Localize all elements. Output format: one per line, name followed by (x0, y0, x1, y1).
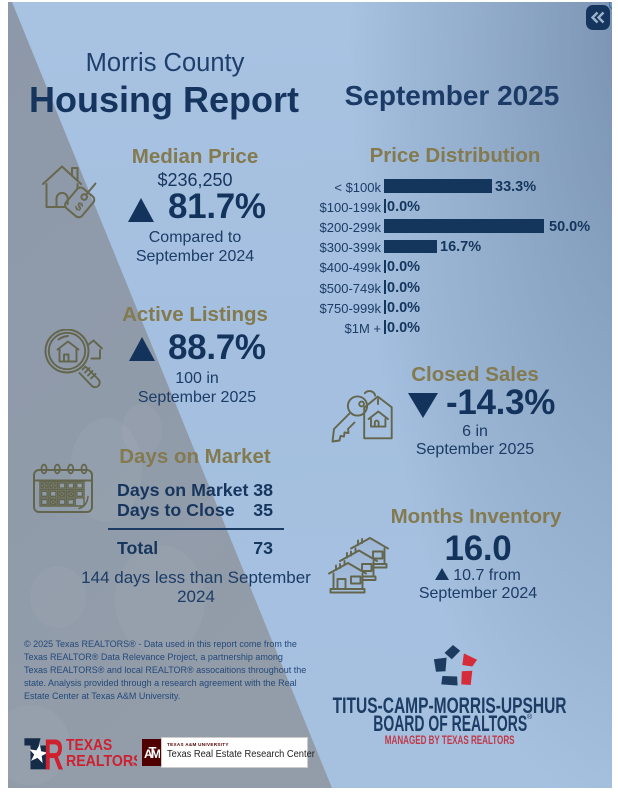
svg-text:M: M (151, 747, 160, 761)
svg-text:T: T (149, 744, 157, 759)
svg-text:®: ® (131, 761, 135, 768)
svg-text:REALTORS: REALTORS (66, 753, 137, 770)
svg-text:R: R (44, 735, 63, 773)
svg-text:TEXAS: TEXAS (66, 737, 112, 754)
svg-text:A: A (144, 747, 153, 761)
